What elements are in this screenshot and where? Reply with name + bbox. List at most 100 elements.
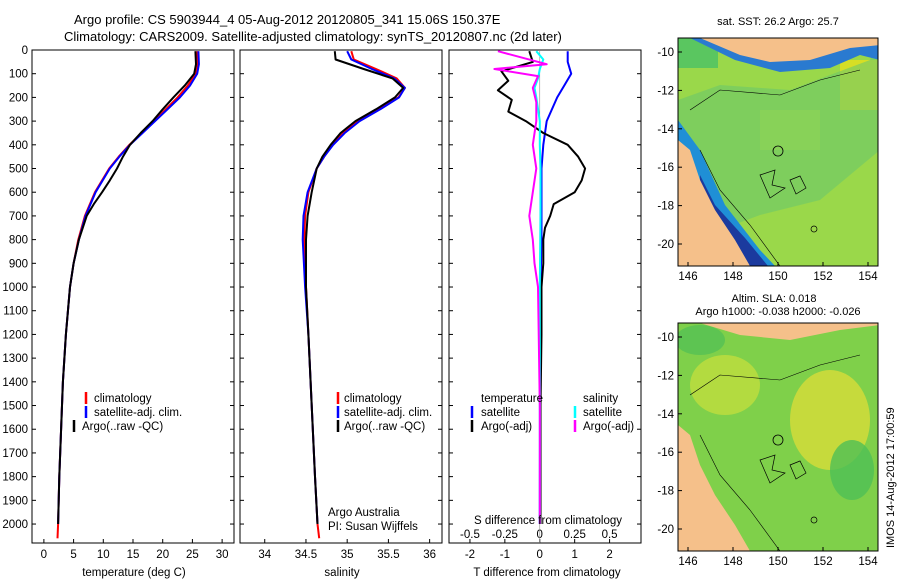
map-reef xyxy=(789,460,807,480)
series-line xyxy=(493,50,548,524)
salinity-chart: 34 34.5 35 35.5 36 xyxy=(240,49,442,561)
map-contour xyxy=(699,149,781,266)
y-tick-label: 800 xyxy=(9,235,28,247)
argo-float-marker xyxy=(772,145,784,157)
map-x-tick-label: 152 xyxy=(813,271,832,283)
map-y-tick-label: -14 xyxy=(657,124,674,136)
y-tick-label: 100 xyxy=(9,69,28,81)
map-y-tick-label: -10 xyxy=(657,47,674,59)
y-tick-label: 900 xyxy=(9,258,28,270)
map-x-tick-label: 148 xyxy=(723,271,742,283)
map-land-australia xyxy=(678,425,750,551)
y-tick-label: 1400 xyxy=(2,377,28,389)
map-reef xyxy=(759,454,786,484)
y-tick-label: 1600 xyxy=(2,424,28,436)
series-line xyxy=(305,51,405,525)
x-tick-label: 2 xyxy=(606,549,612,561)
map-x-tick-label: 148 xyxy=(723,556,742,568)
map-x-tick-label: 152 xyxy=(813,556,832,568)
series-line xyxy=(57,51,197,525)
map-island xyxy=(810,516,818,524)
top-tick-label: -0.25 xyxy=(492,529,518,541)
map-low-anomaly xyxy=(830,440,874,500)
legend-label: satellite-adj. clim. xyxy=(94,407,182,419)
x-tick-label: -1 xyxy=(500,549,510,561)
map2-subtitle: Argo h1000: -0.038 h2000: -0.026 xyxy=(695,306,860,318)
y-tick-label: 200 xyxy=(9,92,28,104)
map-y-tick-label: -16 xyxy=(657,447,674,459)
difference-xlabel-top: S difference from climatology xyxy=(474,515,622,527)
header-line1: Argo profile: CS 5903944_4 05-Aug-2012 2… xyxy=(74,12,501,27)
series-line xyxy=(56,51,199,539)
top-tick-label: -0.5 xyxy=(460,529,480,541)
series-line xyxy=(533,50,545,524)
map-island xyxy=(810,225,818,233)
map-x-tick-label: 146 xyxy=(678,271,697,283)
map-x-tick-label: 150 xyxy=(768,271,787,283)
map-y-tick-label: -12 xyxy=(657,85,674,97)
salinity-xlabel: salinity xyxy=(324,567,359,579)
map1-title: sat. SST: 26.2 Argo: 25.7 xyxy=(717,16,839,28)
y-tick-label: 1900 xyxy=(2,495,28,507)
legend-label: satellite xyxy=(481,407,520,419)
map-contour xyxy=(689,69,861,111)
x-tick-label: 10 xyxy=(97,549,110,561)
series-line xyxy=(57,51,200,525)
salinity-legend: climatology satellite-adj. clim. Argo(..… xyxy=(336,392,432,433)
map2-axes: 146 148 150 152 154 -10 -12 -14 -16 -18 -20 xyxy=(657,332,878,568)
map-land-australia xyxy=(678,140,750,266)
legend-label: climatology xyxy=(344,393,402,405)
temperature-xlabel: temperature (deg C) xyxy=(82,567,186,579)
legend-label: climatology xyxy=(94,393,152,405)
map-low-anomaly xyxy=(678,325,725,355)
y-tick-label: 400 xyxy=(9,140,28,152)
top-tick-label: 0.5 xyxy=(602,529,618,541)
x-tick-label: 30 xyxy=(216,549,229,561)
map-reef xyxy=(789,175,807,195)
series-line xyxy=(538,51,573,525)
credit-line2: PI: Susan Wijffels xyxy=(328,521,418,533)
y-tick-label: 2000 xyxy=(2,519,28,531)
map-x-tick-label: 154 xyxy=(858,271,878,283)
sla-map xyxy=(678,323,878,551)
map-land-png xyxy=(700,323,878,340)
legend-group-temperature: temperature xyxy=(481,393,543,405)
map-y-tick-label: -18 xyxy=(657,486,674,498)
map-x-tick-label: 154 xyxy=(858,556,878,568)
map-y-tick-label: -18 xyxy=(657,201,674,213)
map-y-tick-label: -10 xyxy=(657,332,674,344)
y-tick-label: 1800 xyxy=(2,472,28,484)
map1-axes: 146 148 150 152 154 -10 -12 -14 -16 -18 -20 xyxy=(657,47,878,283)
map-reef xyxy=(759,169,786,199)
map-y-tick-label: -20 xyxy=(657,524,674,536)
x-tick-label: 34.5 xyxy=(295,549,317,561)
legend-label: Argo(..raw -QC) xyxy=(344,421,425,433)
legend-group-salinity: salinity xyxy=(583,393,618,405)
legend-label: satellite-adj. clim. xyxy=(344,407,432,419)
legend-label: satellite xyxy=(583,407,622,419)
y-tick-label: 1000 xyxy=(2,282,28,294)
side-stamp: IMOS 14-Aug-2012 17:00:59 xyxy=(885,407,897,548)
y-tick-label: 300 xyxy=(9,116,28,128)
y-tick-label: 600 xyxy=(9,187,28,199)
y-tick-label: 700 xyxy=(9,211,28,223)
x-tick-label: 1 xyxy=(571,549,577,561)
map-y-tick-label: -20 xyxy=(657,239,674,251)
top-tick-label: 0.25 xyxy=(563,529,585,541)
map-y-tick-label: -14 xyxy=(657,409,674,421)
legend-label: Argo(-adj) xyxy=(481,421,532,433)
x-tick-label: 25 xyxy=(186,549,199,561)
y-tick-label: 1300 xyxy=(2,353,28,365)
y-tick-label: 0 xyxy=(22,45,28,57)
y-tick-label: 1100 xyxy=(3,306,28,318)
temperature-legend: climatology satellite-adj. clim. Argo(..… xyxy=(72,392,182,433)
credit-line1: Argo Australia xyxy=(328,507,400,519)
x-tick-label: 35.5 xyxy=(377,549,399,561)
x-tick-label: 5 xyxy=(70,549,76,561)
x-tick-label: 20 xyxy=(156,549,169,561)
map-contour xyxy=(689,354,861,396)
x-tick-label: 34 xyxy=(258,549,271,561)
difference-chart: -2 -1 0 1 2-0.5 -0.25 0 0.25 0.5 xyxy=(449,49,641,561)
y-tick-label: 500 xyxy=(9,164,28,176)
map-y-tick-label: -16 xyxy=(657,162,674,174)
